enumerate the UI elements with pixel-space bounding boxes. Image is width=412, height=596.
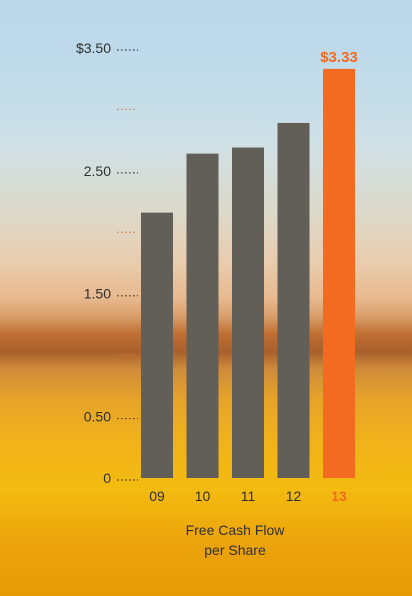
y-tick-label-3: 2.50 <box>84 163 111 179</box>
bar-10 <box>186 153 219 478</box>
bar-13 <box>323 68 355 478</box>
x-tick-label-11: 11 <box>241 488 256 504</box>
bar-09 <box>141 212 173 478</box>
y-tick-label-0: 0 <box>103 470 111 486</box>
y-tick-label-2: 1.50 <box>84 286 111 302</box>
y-tick-label-4: $3.50 <box>76 40 111 56</box>
x-tick-label-12: 12 <box>286 488 302 504</box>
data-label-13: $3.33 <box>320 49 358 66</box>
caption-line-1: Free Cash Flow <box>185 522 285 538</box>
chart-caption: Free Cash Flow per Share <box>150 520 320 560</box>
bar-11 <box>232 147 264 478</box>
x-tick-label-13: 13 <box>331 488 347 504</box>
x-tick-label-10: 10 <box>195 488 211 504</box>
caption-line-2: per Share <box>204 542 266 558</box>
bar-12 <box>277 122 310 478</box>
x-tick-label-09: 09 <box>149 488 165 504</box>
y-tick-label-1: 0.50 <box>84 409 111 425</box>
